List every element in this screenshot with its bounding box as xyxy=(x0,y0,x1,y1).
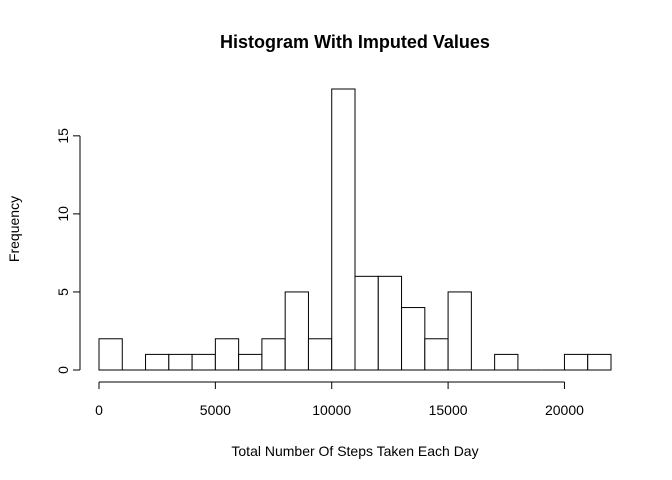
bars-group xyxy=(98,88,612,371)
histogram-bar xyxy=(145,353,170,371)
x-tick-label: 10000 xyxy=(312,402,351,418)
x-tick-label: 15000 xyxy=(429,402,468,418)
y-tick-label: 5 xyxy=(55,288,71,296)
histogram-bar xyxy=(307,338,333,371)
histogram-bar xyxy=(284,291,309,371)
y-tick-label: 0 xyxy=(55,366,71,374)
histogram-bar xyxy=(354,275,379,371)
histogram-bar xyxy=(401,307,426,371)
histogram-bar xyxy=(377,275,403,371)
histogram-bar xyxy=(191,353,216,371)
histogram-bar xyxy=(563,353,589,371)
histogram-bar xyxy=(261,338,286,371)
y-tick-label: 10 xyxy=(55,206,71,222)
histogram-bar xyxy=(331,88,356,371)
histogram-bar xyxy=(238,353,263,371)
histogram-bar xyxy=(98,338,123,371)
x-axis: 0 5000 10000 15000 20000 xyxy=(95,381,584,418)
x-tick-label: 5000 xyxy=(200,402,231,418)
y-axis: 0 5 10 15 xyxy=(55,128,81,374)
x-tick-label: 20000 xyxy=(545,402,584,418)
histogram-bar xyxy=(587,353,612,371)
chart-title: Histogram With Imputed Values xyxy=(220,32,490,52)
x-tick-label: 0 xyxy=(95,402,103,418)
y-axis-label: Frequency xyxy=(6,196,22,262)
histogram-bar xyxy=(424,338,449,371)
histogram-bar xyxy=(494,353,519,371)
x-axis-label: Total Number Of Steps Taken Each Day xyxy=(231,443,478,459)
histogram-bar xyxy=(214,338,240,371)
y-tick-label: 15 xyxy=(55,128,71,144)
histogram-bar xyxy=(168,353,193,371)
histogram-bar xyxy=(447,291,472,371)
